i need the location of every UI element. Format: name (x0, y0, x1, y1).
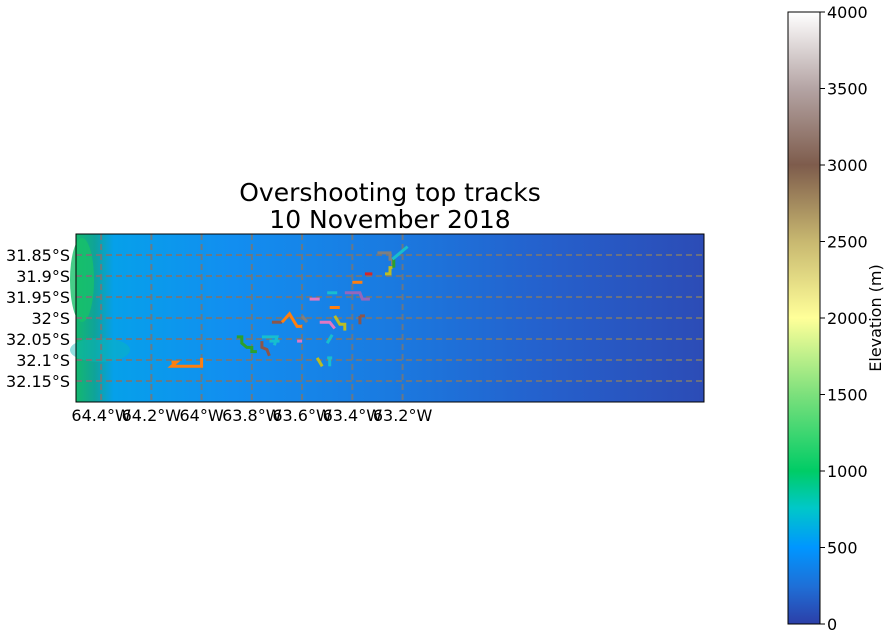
map-panel (70, 233, 705, 403)
track-line (315, 357, 324, 368)
track-line (260, 341, 271, 357)
track-line (319, 320, 336, 330)
longitude-label: 63.2°W (373, 406, 433, 425)
longitude-label: 64.2°W (122, 406, 182, 425)
track-line (344, 291, 370, 301)
track-line (167, 357, 204, 368)
track-line (280, 311, 303, 328)
latitude-labels: 31.85°S 31.9°S 31.95°S 32°S 32.05°S 32.1°S 32.… (6, 246, 70, 391)
track-line (236, 335, 257, 354)
highland-patch (70, 338, 130, 362)
track-line (391, 245, 409, 261)
latitude-label: 31.85°S (6, 246, 70, 265)
latitude-label: 31.9°S (16, 267, 70, 286)
overshooting-top-tracks (167, 245, 409, 368)
latitude-label: 31.95°S (6, 288, 70, 307)
latitude-label: 32°S (31, 309, 70, 328)
longitude-label: 64.4°W (71, 406, 131, 425)
latitude-label: 32.1°S (16, 351, 70, 370)
longitude-labels: 64.4°W64.2°W64°W63.8°W63.6°W63.4°W63.2°W (71, 406, 432, 425)
longitude-label: 63.4°W (323, 406, 383, 425)
colorbar-label: Elevation (m) (866, 264, 885, 371)
track-line (333, 315, 347, 331)
colorbar-tick-label: 2500 (827, 233, 868, 252)
colorbar-tick-label: 3500 (827, 80, 868, 99)
map-title-line1: Overshooting top tracks (239, 178, 541, 207)
longitude-label: 63.6°W (272, 406, 332, 425)
gridlines (76, 234, 704, 402)
colorbar-tick-label: 1000 (827, 462, 868, 481)
colorbar-ticks: 0 500 1000 1500 2000 2500 3000 3500 4000 (820, 3, 868, 634)
colorbar-tick-label: 500 (827, 539, 858, 558)
map-title-line2: 10 November 2018 (269, 205, 510, 234)
colorbar-tick-label: 1500 (827, 386, 868, 405)
latitude-label: 32.15°S (6, 372, 70, 391)
longitude-label: 64°W (180, 406, 224, 425)
track-line (325, 334, 334, 344)
colorbar-tick-label: 0 (827, 615, 837, 634)
colorbar-tick-label: 2000 (827, 309, 868, 328)
colorbar-tick-label: 3000 (827, 156, 868, 175)
colorbar-tick-label: 4000 (827, 3, 868, 22)
colorbar: 0 500 1000 1500 2000 2500 3000 3500 4000 Elevati… (787, 3, 885, 634)
map-frame (75, 233, 705, 403)
track-line (300, 314, 309, 324)
latitude-label: 32.05°S (6, 330, 70, 349)
highland-patch (70, 238, 94, 322)
longitude-label: 63.8°W (222, 406, 282, 425)
colorbar-bar (787, 11, 821, 625)
track-line (385, 266, 393, 276)
